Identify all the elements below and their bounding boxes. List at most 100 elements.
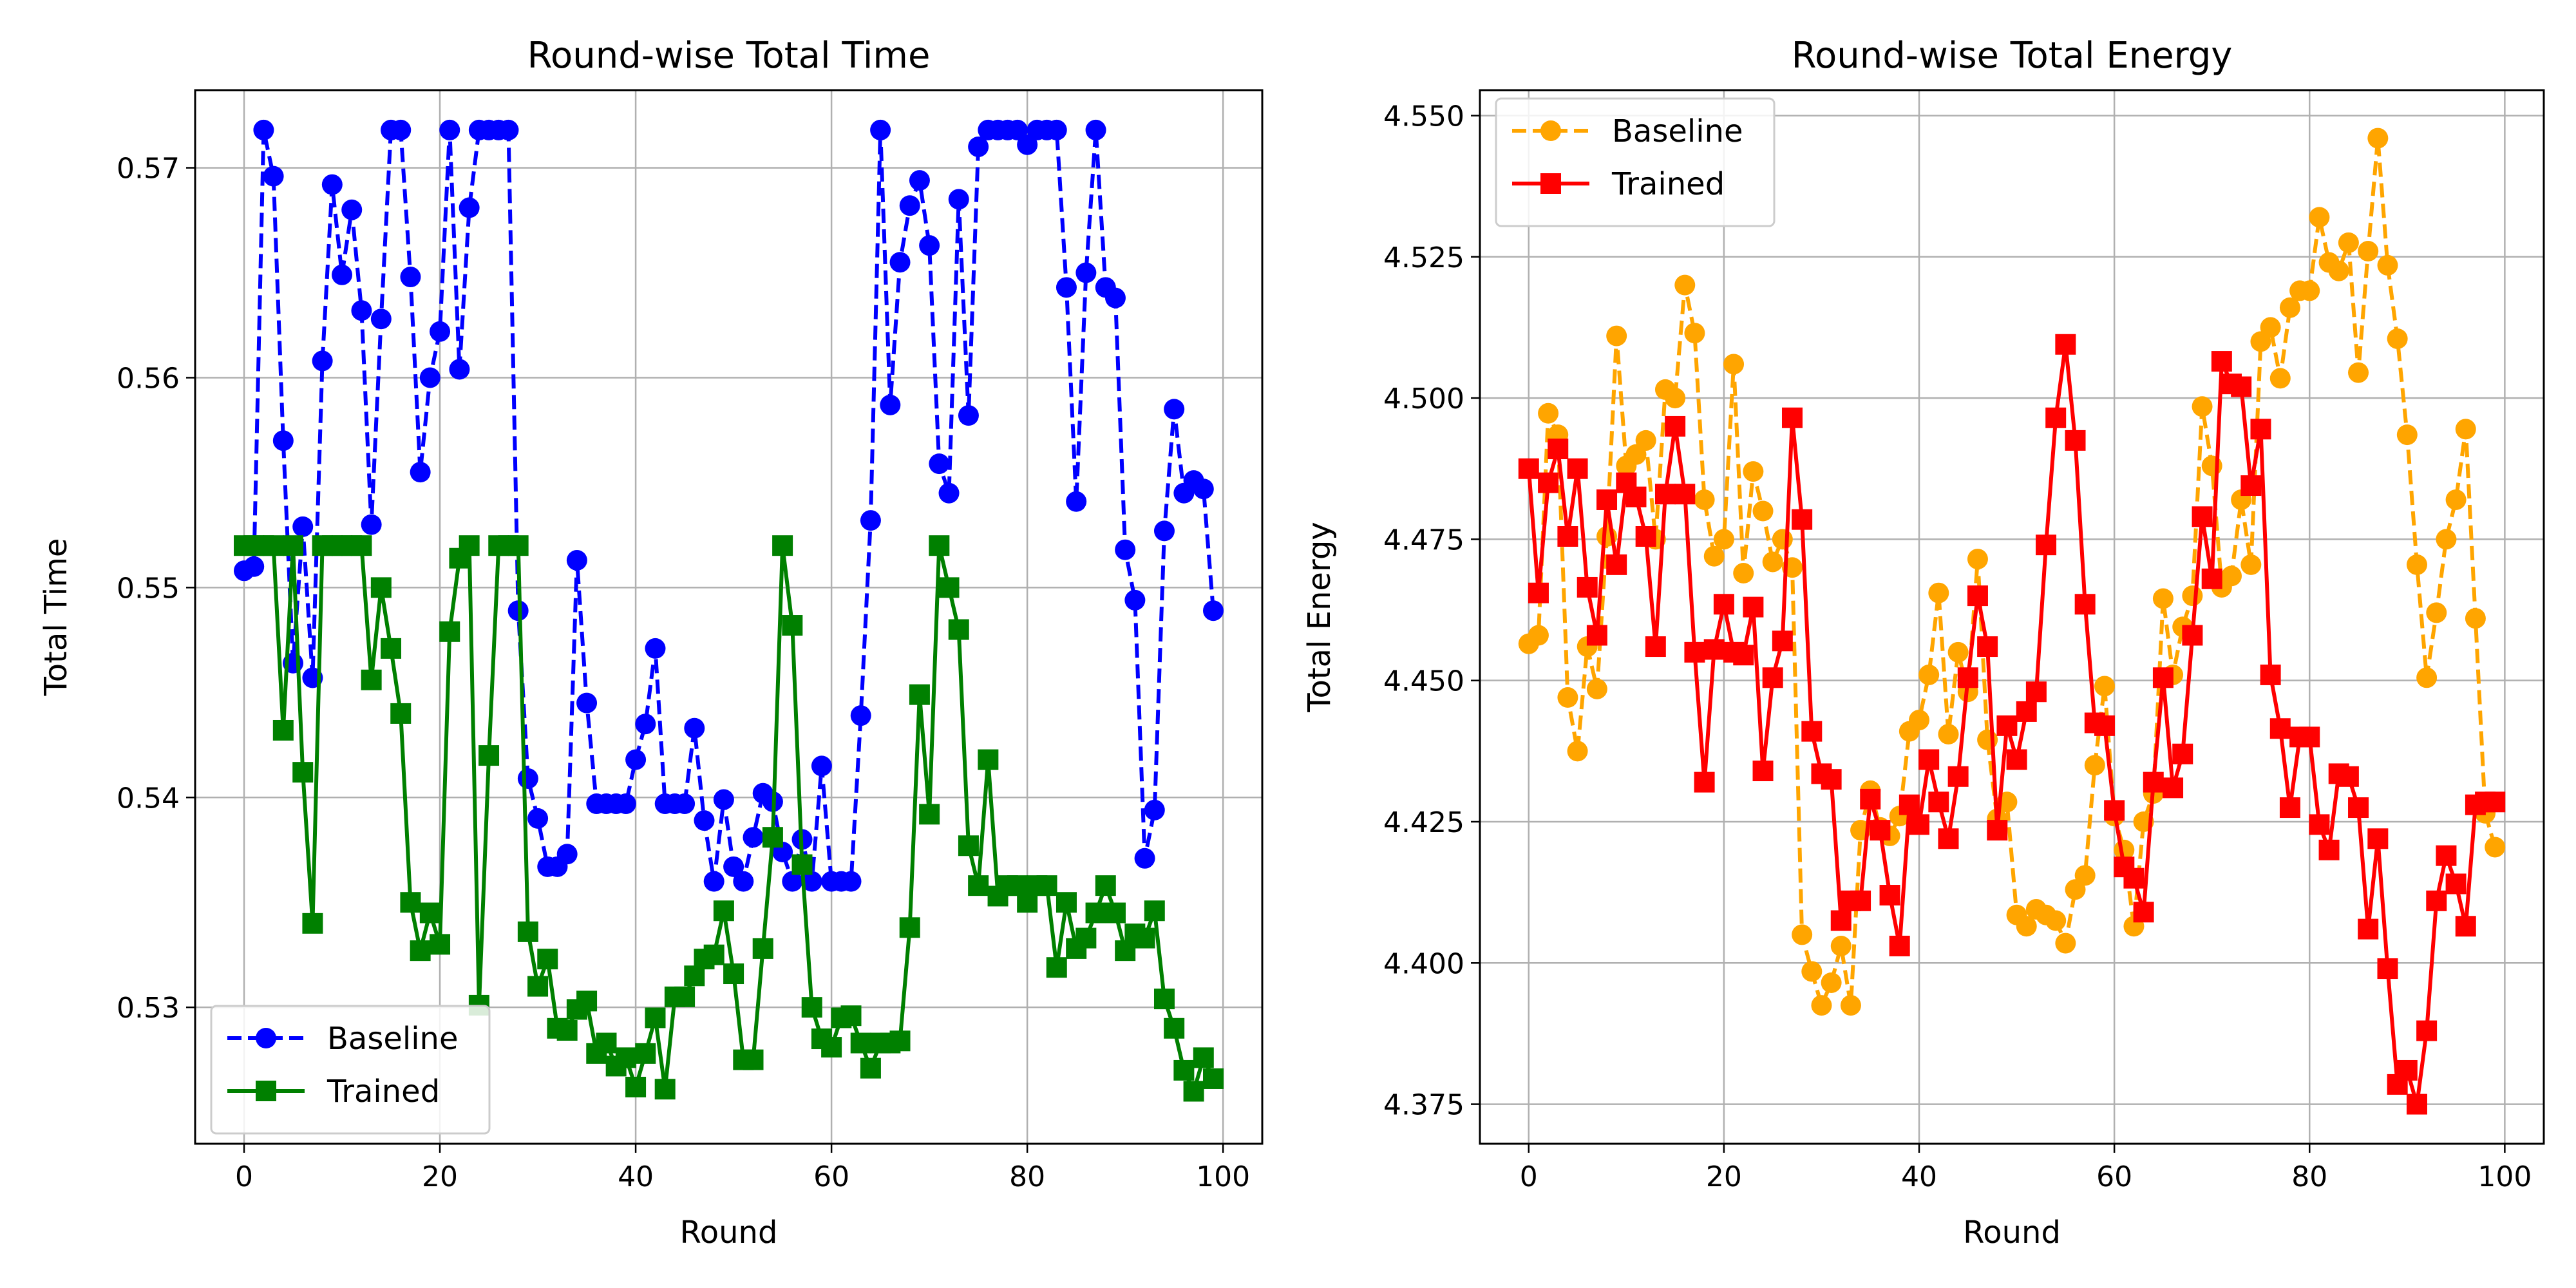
data-point — [292, 516, 314, 537]
data-point — [1518, 458, 1539, 479]
data-point — [674, 793, 696, 815]
data-point — [2192, 396, 2213, 417]
data-point — [2016, 701, 2037, 722]
data-point — [801, 871, 822, 892]
data-point — [1821, 769, 1842, 790]
data-point — [419, 902, 440, 923]
data-point — [2426, 602, 2447, 623]
y-tick-label: 0.56 — [117, 362, 180, 395]
data-point — [1821, 972, 1842, 993]
x-tick-label: 80 — [1009, 1160, 1045, 1193]
chart-title: Round-wise Total Energy — [1792, 35, 2233, 77]
data-point — [2436, 529, 2457, 550]
data-point — [909, 170, 930, 191]
data-point — [2104, 800, 2125, 821]
data-point — [948, 619, 969, 640]
data-point — [1173, 1059, 1195, 1081]
data-point — [645, 638, 666, 659]
data-point — [2006, 749, 2027, 770]
legend-marker — [1540, 173, 1561, 194]
data-point — [919, 804, 940, 825]
data-point — [2358, 918, 2379, 940]
data-point — [1879, 885, 1900, 906]
data-point — [2055, 933, 2076, 954]
y-tick-label: 4.425 — [1383, 806, 1464, 839]
legend-label: Baseline — [327, 1021, 459, 1057]
data-point — [507, 535, 529, 556]
data-point — [1733, 645, 1754, 666]
data-point — [1528, 625, 1549, 646]
data-point — [419, 367, 440, 388]
data-point — [1085, 902, 1106, 923]
data-point — [1792, 924, 1813, 945]
data-point — [1850, 890, 1871, 911]
data-point — [2348, 797, 2369, 819]
data-point — [899, 917, 920, 938]
data-point — [2094, 676, 2115, 697]
data-point — [2406, 1094, 2427, 1115]
data-point — [556, 844, 578, 865]
data-point — [782, 615, 803, 636]
y-tick-label: 0.54 — [117, 782, 180, 815]
x-tick-label: 0 — [235, 1160, 253, 1193]
data-point — [850, 1032, 871, 1054]
data-point — [243, 556, 265, 577]
y-tick-label: 4.450 — [1383, 665, 1464, 698]
x-tick-label: 20 — [422, 1160, 458, 1193]
data-point — [2348, 362, 2369, 383]
data-point — [723, 856, 744, 877]
data-point — [743, 1049, 764, 1070]
data-point — [517, 768, 538, 789]
data-point — [1164, 399, 1185, 420]
legend: Baseline Trained — [210, 1005, 491, 1135]
data-point — [283, 535, 304, 556]
data-point — [1665, 388, 1686, 409]
data-point — [733, 871, 754, 892]
data-point — [430, 321, 451, 342]
data-point — [703, 871, 724, 892]
data-point — [2016, 916, 2037, 937]
data-point — [762, 827, 783, 848]
data-point — [1665, 415, 1686, 437]
data-point — [2338, 766, 2359, 787]
data-point — [889, 1030, 911, 1052]
data-point — [1567, 741, 1588, 762]
data-point — [1684, 641, 1705, 663]
legend-marker — [256, 1081, 276, 1101]
data-point — [821, 1037, 842, 1058]
data-point — [2309, 814, 2330, 835]
data-point — [948, 189, 969, 210]
data-point — [332, 264, 353, 285]
data-point — [1654, 484, 1676, 505]
data-point — [596, 1032, 617, 1054]
data-point — [2328, 260, 2349, 281]
data-point — [556, 1020, 578, 1041]
data-point — [654, 1079, 676, 1100]
data-point — [1743, 596, 1764, 618]
x-tick-label: 100 — [2477, 1160, 2532, 1193]
data-point — [625, 1077, 647, 1098]
data-point — [968, 136, 989, 157]
data-point — [1772, 529, 1793, 550]
data-point — [1538, 472, 1559, 493]
data-point — [1528, 582, 1549, 603]
data-point — [752, 938, 773, 959]
data-point — [527, 976, 549, 997]
data-point — [1577, 576, 1598, 598]
data-point — [840, 871, 862, 892]
data-point — [2299, 280, 2320, 301]
data-point — [860, 510, 881, 531]
data-point — [2367, 828, 2389, 849]
data-point — [351, 300, 372, 321]
data-point — [2318, 839, 2340, 860]
data-point — [1811, 995, 1832, 1016]
data-point — [1938, 724, 1959, 745]
data-point — [1938, 828, 1959, 849]
data-point — [341, 199, 363, 220]
data-point — [899, 195, 920, 216]
data-point — [1743, 461, 1764, 482]
data-point — [2436, 845, 2457, 866]
y-tick-label: 4.525 — [1383, 242, 1464, 274]
series-trained — [234, 535, 1224, 1102]
data-point — [1075, 927, 1097, 949]
